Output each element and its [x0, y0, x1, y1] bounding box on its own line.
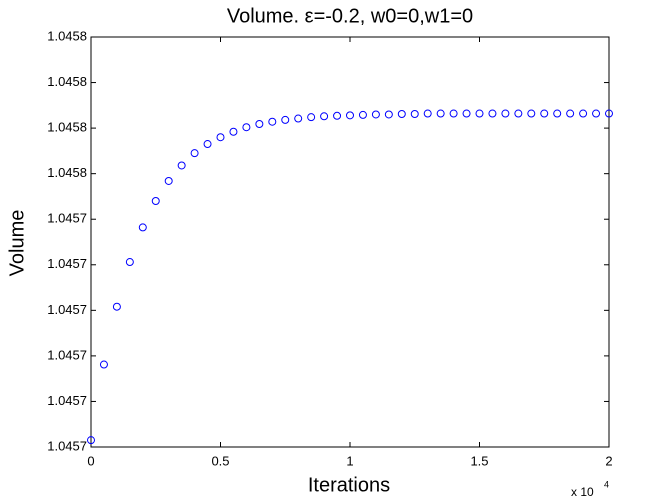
y-tick-label: 1.0457	[47, 302, 87, 317]
data-point	[579, 109, 588, 118]
data-point	[190, 149, 199, 158]
x-axis-label: Iterations	[308, 474, 390, 496]
data-point	[527, 109, 536, 118]
data-point	[475, 109, 484, 118]
chart-title: Volume. ε=-0.2, w0=0,w1=0	[227, 5, 473, 27]
x-tick-label: 0	[87, 453, 94, 468]
y-tick-label: 1.0458	[47, 28, 87, 43]
data-point	[294, 114, 303, 123]
data-point	[592, 109, 601, 118]
data-point	[333, 111, 342, 120]
y-tick-label: 1.0457	[47, 393, 87, 408]
data-point	[566, 109, 575, 118]
data-point	[281, 115, 290, 124]
x-tick-label: 0.5	[211, 453, 229, 468]
data-point	[449, 109, 458, 118]
data-point	[112, 302, 121, 311]
data-point	[99, 360, 108, 369]
data-point	[358, 110, 367, 119]
x-tick-label: 2	[605, 453, 612, 468]
data-point	[138, 223, 147, 232]
data-point	[164, 176, 173, 185]
data-point	[371, 110, 380, 119]
data-point	[229, 127, 238, 136]
data-point	[346, 111, 354, 120]
data-point	[436, 109, 445, 118]
data-point	[501, 109, 510, 118]
y-tick-label: 1.0458	[47, 74, 87, 89]
data-point	[307, 113, 316, 122]
plot-area	[90, 36, 610, 448]
data-point	[384, 110, 393, 119]
data-point	[410, 109, 419, 118]
data-point	[125, 258, 134, 267]
y-tick-label: 1.0457	[47, 438, 87, 453]
data-point	[540, 109, 549, 118]
data-point	[488, 109, 497, 118]
data-point	[553, 109, 562, 118]
y-tick-label: 1.0457	[47, 211, 87, 226]
data-point	[605, 109, 613, 118]
data-point	[216, 133, 225, 142]
data-point	[423, 109, 432, 118]
data-point	[462, 109, 471, 118]
data-point	[514, 109, 523, 118]
data-point	[87, 436, 95, 445]
x-tick-label: 1.5	[470, 453, 488, 468]
data-point	[320, 112, 329, 121]
data-point	[203, 140, 212, 149]
data-point	[177, 161, 186, 170]
y-tick-label: 1.0457	[47, 347, 87, 362]
data-point	[255, 120, 264, 129]
x-tick-label: 1	[346, 453, 353, 468]
y-tick-label: 1.0458	[47, 165, 87, 180]
x-multiplier-exponent: 4	[604, 479, 609, 489]
y-axis-label: Volume	[6, 210, 28, 277]
x-multiplier: x 10	[571, 485, 594, 499]
data-point	[151, 197, 160, 205]
y-tick-label: 1.0458	[47, 120, 87, 135]
data-point	[242, 123, 251, 132]
data-point	[268, 117, 277, 126]
data-point	[397, 109, 406, 118]
y-tick-label: 1.0457	[47, 256, 87, 271]
